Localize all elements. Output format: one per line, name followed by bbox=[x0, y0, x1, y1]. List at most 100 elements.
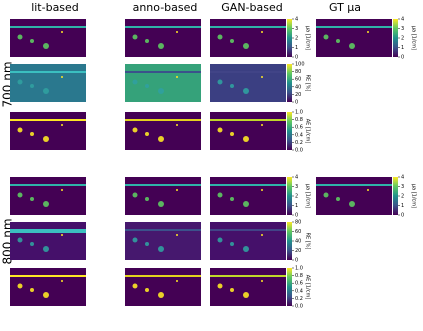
image-panel bbox=[316, 177, 392, 215]
colorbar-tick-label: 0.6 bbox=[295, 125, 303, 131]
vessel-layer bbox=[210, 119, 286, 121]
blob bbox=[349, 43, 355, 49]
blob bbox=[61, 280, 63, 282]
colorbar bbox=[287, 177, 292, 215]
blob bbox=[261, 234, 263, 236]
vessel-layer bbox=[10, 119, 86, 121]
colorbar-tick-label: 4 bbox=[401, 175, 404, 181]
blob bbox=[367, 189, 369, 191]
colorbar-tick-label: 2 bbox=[401, 194, 404, 200]
blob bbox=[17, 192, 23, 198]
vessel-layer bbox=[210, 275, 286, 277]
colorbar-tick-label: 3 bbox=[295, 26, 298, 32]
blob bbox=[176, 234, 178, 236]
colorbar-tick-label: 0.6 bbox=[295, 281, 303, 287]
colorbar-tick-label: 1 bbox=[401, 45, 404, 51]
blob bbox=[61, 234, 63, 236]
colorbar-tick-label: 20 bbox=[295, 248, 301, 254]
image-panel bbox=[210, 19, 286, 57]
colorbar-tick-label: 2 bbox=[295, 194, 298, 200]
blob bbox=[61, 189, 63, 191]
blob bbox=[230, 288, 234, 292]
blob bbox=[145, 197, 149, 201]
colorbar-tick-label: 40 bbox=[295, 239, 301, 245]
blob bbox=[158, 246, 164, 252]
blob bbox=[145, 242, 149, 246]
colorbar-tick-label: 0 bbox=[295, 258, 298, 264]
blob bbox=[145, 39, 149, 43]
image-panel bbox=[125, 64, 201, 102]
blob bbox=[176, 76, 178, 78]
blob bbox=[230, 132, 234, 136]
blob bbox=[158, 292, 164, 298]
colorbar-tick-label: 3 bbox=[401, 184, 404, 190]
blob bbox=[30, 197, 34, 201]
blob bbox=[176, 280, 178, 282]
blob bbox=[261, 280, 263, 282]
vessel-layer bbox=[10, 71, 86, 73]
blob bbox=[230, 197, 234, 201]
colorbar-tick-label: 0.8 bbox=[295, 273, 303, 279]
blob bbox=[217, 127, 223, 133]
colorbar-tick-label: 1 bbox=[295, 203, 298, 209]
colorbar-tick-label: 1.0 bbox=[295, 266, 303, 272]
image-panel bbox=[125, 19, 201, 57]
blob bbox=[132, 127, 138, 133]
vessel-layer bbox=[210, 229, 286, 231]
blob bbox=[243, 43, 249, 49]
colorbar-label: μa [1/cm] bbox=[411, 184, 417, 208]
image-panel bbox=[125, 268, 201, 306]
blob bbox=[43, 43, 49, 49]
blob bbox=[17, 34, 23, 40]
vessel-layer bbox=[10, 275, 86, 277]
colorbar bbox=[393, 177, 398, 215]
vessel-layer bbox=[125, 119, 201, 121]
vessel-layer bbox=[125, 26, 201, 28]
colorbar-label: RE [%] bbox=[305, 75, 311, 92]
blob bbox=[243, 201, 249, 207]
blob bbox=[243, 136, 249, 142]
blob bbox=[230, 84, 234, 88]
image-panel bbox=[210, 222, 286, 260]
column-header: GAN-based bbox=[221, 1, 282, 14]
image-panel bbox=[210, 64, 286, 102]
blob bbox=[30, 242, 34, 246]
blob bbox=[30, 39, 34, 43]
blob bbox=[176, 189, 178, 191]
blob bbox=[30, 132, 34, 136]
vessel-layer bbox=[210, 26, 286, 28]
vessel-layer bbox=[210, 71, 286, 73]
vessel-layer bbox=[316, 26, 392, 28]
blob bbox=[217, 34, 223, 40]
colorbar-tick-label: 0 bbox=[295, 55, 298, 61]
column-header: GT μa bbox=[329, 1, 361, 14]
vessel-layer bbox=[125, 229, 201, 231]
vessel-layer bbox=[125, 71, 201, 73]
colorbar-label: RE [%] bbox=[305, 233, 311, 250]
image-panel bbox=[125, 222, 201, 260]
blob bbox=[158, 43, 164, 49]
blob bbox=[176, 31, 178, 33]
blob bbox=[176, 124, 178, 126]
blob bbox=[261, 76, 263, 78]
blob bbox=[43, 136, 49, 142]
image-panel bbox=[210, 112, 286, 150]
colorbar-label: μa [1/cm] bbox=[305, 26, 311, 50]
blob bbox=[217, 237, 223, 243]
image-panel bbox=[316, 19, 392, 57]
colorbar-tick-label: 80 bbox=[295, 69, 301, 75]
vessel-layer bbox=[125, 275, 201, 277]
blob bbox=[132, 79, 138, 85]
image-panel bbox=[125, 177, 201, 215]
colorbar bbox=[393, 19, 398, 57]
blob bbox=[17, 237, 23, 243]
blob bbox=[336, 197, 340, 201]
colorbar-tick-label: 100 bbox=[295, 62, 305, 68]
blob bbox=[158, 201, 164, 207]
vessel-layer bbox=[10, 26, 86, 28]
blob bbox=[243, 292, 249, 298]
colorbar-tick-label: 3 bbox=[295, 184, 298, 190]
blob bbox=[261, 31, 263, 33]
colorbar bbox=[287, 268, 292, 306]
colorbar-tick-label: 60 bbox=[295, 77, 301, 83]
